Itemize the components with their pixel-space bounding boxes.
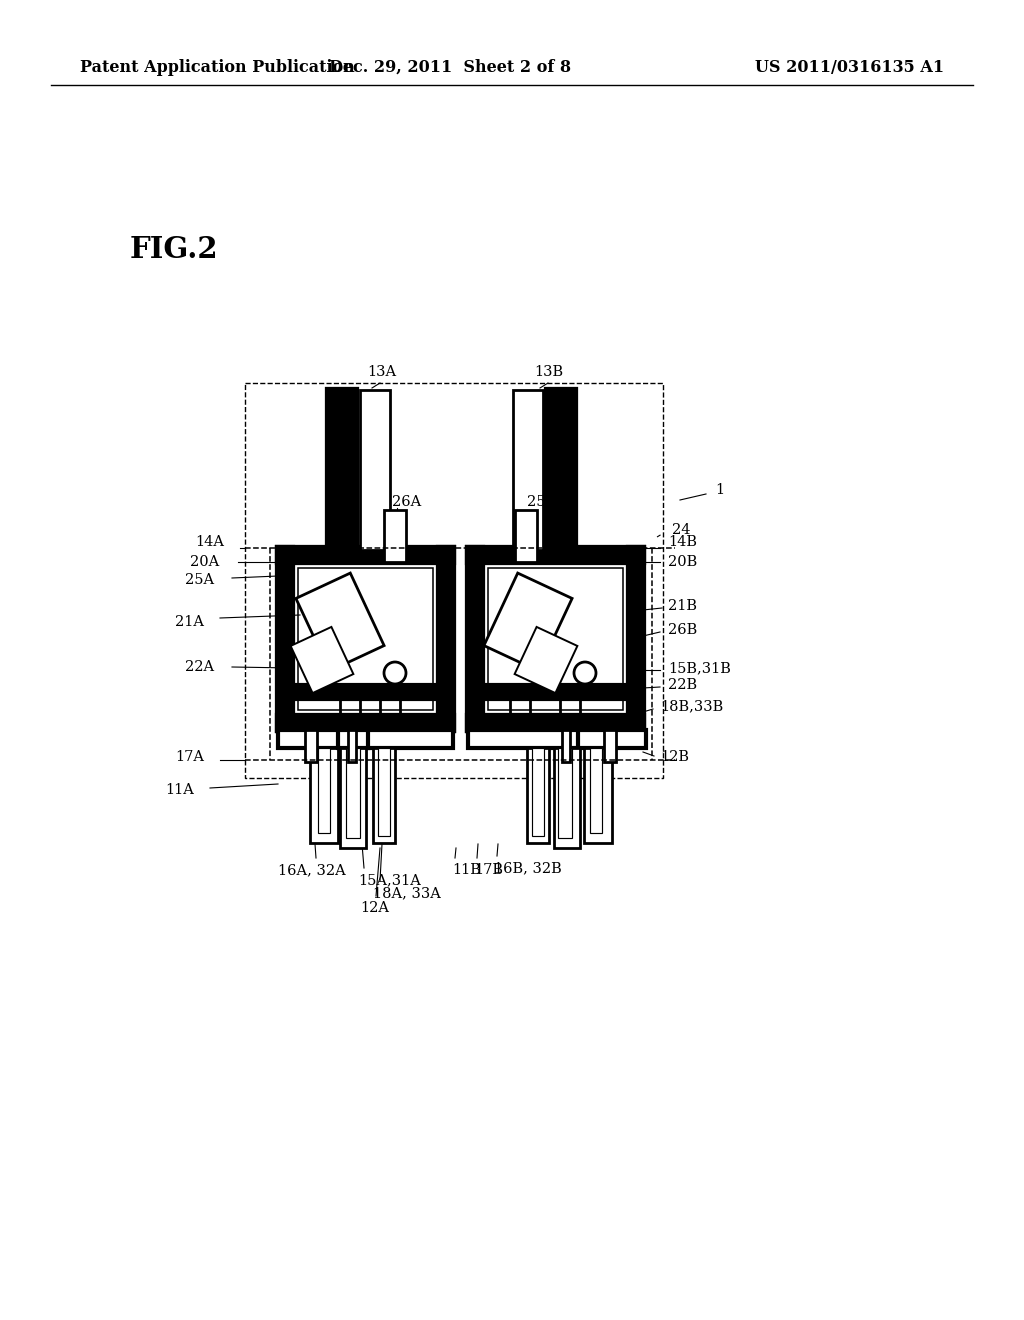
Text: 22B: 22B — [668, 678, 697, 692]
Bar — [245, 383, 663, 777]
Bar — [575, 730, 646, 748]
Bar — [558, 748, 572, 838]
Text: 20B: 20B — [668, 554, 697, 569]
Bar — [488, 568, 623, 710]
Bar — [513, 389, 543, 550]
Text: Dec. 29, 2011  Sheet 2 of 8: Dec. 29, 2011 Sheet 2 of 8 — [329, 58, 571, 75]
Bar — [527, 748, 549, 843]
Bar — [338, 730, 368, 748]
Bar — [346, 748, 360, 838]
Text: 15B,31B: 15B,31B — [668, 661, 731, 675]
Bar — [562, 730, 570, 762]
Text: 12B: 12B — [660, 750, 689, 764]
Text: 1: 1 — [715, 483, 724, 498]
Text: 21B: 21B — [668, 599, 697, 612]
Text: 14A: 14A — [195, 535, 224, 549]
Text: 25A: 25A — [185, 573, 214, 587]
Bar — [439, 548, 453, 730]
Polygon shape — [484, 573, 572, 671]
Bar — [278, 730, 348, 748]
Text: 24: 24 — [672, 523, 690, 537]
Bar — [378, 748, 390, 836]
Bar — [292, 562, 439, 715]
Text: 16A, 32A: 16A, 32A — [278, 863, 346, 876]
Polygon shape — [515, 627, 578, 693]
Polygon shape — [291, 627, 353, 693]
Bar — [629, 548, 643, 730]
Text: US 2011/0316135 A1: US 2011/0316135 A1 — [755, 58, 944, 75]
Text: 16B, 32B: 16B, 32B — [494, 861, 562, 875]
Bar — [373, 748, 395, 843]
Bar — [348, 730, 356, 762]
Text: Patent Application Publication: Patent Application Publication — [80, 58, 354, 75]
Text: 21A: 21A — [175, 615, 204, 630]
Text: 17B: 17B — [474, 863, 503, 876]
Bar — [468, 730, 578, 748]
Text: 18B,33B: 18B,33B — [660, 700, 723, 713]
Bar — [547, 389, 575, 550]
Bar — [318, 748, 330, 833]
Circle shape — [384, 663, 406, 684]
Bar — [348, 730, 453, 748]
Bar — [278, 715, 453, 730]
Bar — [278, 548, 453, 562]
Bar — [292, 685, 439, 700]
Text: 13A: 13A — [367, 366, 396, 379]
Text: 13B: 13B — [534, 366, 563, 379]
Text: 26B: 26B — [668, 623, 697, 638]
Text: 11B: 11B — [452, 863, 481, 876]
Text: 12A: 12A — [360, 902, 389, 915]
Bar — [328, 389, 356, 550]
Bar — [278, 548, 292, 730]
Text: 26A: 26A — [392, 495, 421, 510]
Bar — [468, 548, 482, 730]
Text: 14B: 14B — [668, 535, 697, 549]
Circle shape — [574, 663, 596, 684]
Bar — [604, 730, 616, 762]
Polygon shape — [296, 573, 384, 671]
Bar — [515, 510, 537, 562]
Bar — [584, 748, 612, 843]
Bar — [360, 389, 390, 550]
Bar — [468, 548, 643, 562]
Bar — [305, 730, 317, 762]
Text: 25B: 25B — [527, 495, 556, 510]
Bar — [298, 568, 433, 710]
Bar — [310, 748, 338, 843]
Text: 15A,31A: 15A,31A — [358, 873, 421, 887]
Bar — [590, 748, 602, 833]
Text: 18A, 33A: 18A, 33A — [373, 886, 441, 900]
Bar — [482, 562, 629, 715]
Bar — [384, 510, 406, 562]
Text: FIG.2: FIG.2 — [130, 235, 219, 264]
Bar — [482, 685, 629, 700]
Text: 11A: 11A — [165, 783, 194, 797]
Bar — [532, 748, 544, 836]
Text: 22A: 22A — [185, 660, 214, 675]
Bar — [340, 748, 366, 847]
Bar — [554, 748, 580, 847]
Text: 17A: 17A — [175, 750, 204, 764]
Bar — [468, 715, 643, 730]
Text: 20A: 20A — [190, 554, 219, 569]
